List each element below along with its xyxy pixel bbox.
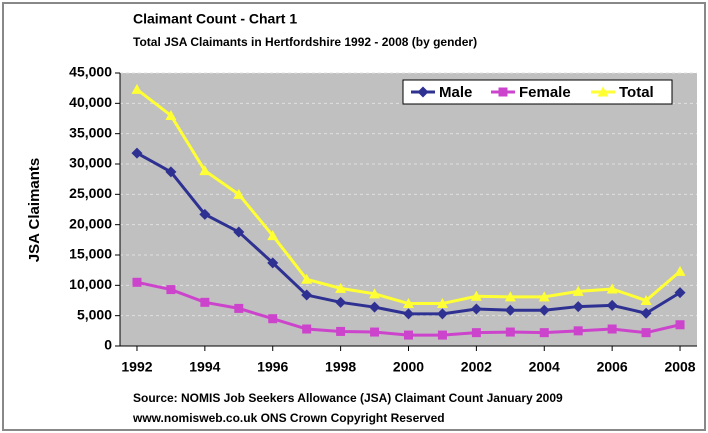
y-tick-label: 5,000	[77, 306, 112, 322]
marker	[674, 287, 686, 299]
marker	[470, 290, 482, 301]
marker	[572, 285, 584, 296]
marker	[539, 328, 549, 338]
y-tick-label: 45,000	[69, 64, 112, 80]
marker	[301, 289, 313, 301]
x-tick-label: 1998	[325, 359, 356, 375]
x-tick-label: 1992	[121, 359, 152, 375]
marker	[573, 326, 583, 336]
marker	[641, 328, 651, 338]
x-tick-label: 2006	[597, 359, 628, 375]
x-tick-label: 2000	[393, 359, 424, 375]
marker	[606, 299, 618, 311]
legend	[402, 79, 673, 105]
x-tick-label: 2002	[461, 359, 492, 375]
marker	[165, 166, 177, 178]
chart-subtitle: Total JSA Claimants in Hertfordshire 199…	[133, 35, 477, 49]
y-tick-label: 0	[104, 337, 112, 353]
marker	[234, 303, 244, 313]
marker	[607, 324, 617, 334]
marker	[403, 308, 414, 320]
y-tick-label: 40,000	[69, 94, 112, 110]
marker	[267, 257, 279, 269]
x-tick-label: 2004	[529, 359, 560, 375]
legend-label: Total	[619, 84, 654, 101]
marker	[504, 291, 516, 302]
x-tick-label: 1996	[257, 359, 288, 375]
marker	[597, 86, 609, 97]
y-tick-label: 30,000	[69, 155, 112, 171]
marker	[404, 330, 413, 340]
source: Source: NOMIS Job Seekers Allowance (JSA…	[133, 391, 563, 405]
marker	[166, 285, 176, 295]
chart-title: Claimant Count - Chart 1	[133, 11, 297, 27]
marker	[165, 109, 177, 120]
marker	[538, 291, 550, 302]
marker	[606, 283, 618, 294]
marker	[498, 87, 508, 97]
marker	[640, 307, 652, 319]
y-tick-label: 15,000	[69, 246, 112, 262]
marker	[301, 273, 313, 284]
marker	[505, 327, 515, 337]
y-axis-label: JSA Claimants	[26, 158, 43, 262]
marker	[199, 208, 211, 220]
marker	[417, 86, 429, 98]
marker	[131, 147, 143, 159]
marker	[369, 288, 381, 299]
marker	[267, 230, 279, 241]
marker	[538, 304, 550, 316]
marker	[675, 320, 685, 330]
y-tick-label: 10,000	[69, 276, 112, 292]
marker	[369, 301, 381, 313]
marker	[233, 226, 245, 238]
legend-label: Male	[439, 84, 472, 101]
marker	[674, 265, 686, 276]
x-tick-label: 1994	[189, 359, 220, 375]
marker	[471, 328, 481, 338]
y-tick-label: 25,000	[69, 185, 112, 201]
marker	[572, 301, 584, 313]
marker	[335, 282, 347, 293]
marker	[200, 297, 210, 307]
marker	[640, 295, 652, 305]
marker	[436, 298, 448, 309]
marker	[199, 165, 211, 176]
x-tick-label: 2008	[664, 359, 695, 375]
y-tick-label: 35,000	[69, 124, 112, 140]
marker	[302, 324, 312, 334]
marker	[335, 296, 347, 308]
marker	[403, 298, 414, 309]
marker	[470, 303, 482, 315]
marker	[504, 304, 516, 316]
source: www.nomisweb.co.uk ONS Crown Copyright R…	[132, 411, 445, 425]
marker	[370, 327, 380, 337]
marker	[132, 277, 142, 287]
marker	[268, 314, 278, 324]
marker	[336, 326, 346, 336]
legend-label: Female	[519, 84, 571, 101]
marker	[233, 188, 245, 199]
marker	[436, 308, 448, 320]
marker	[437, 330, 447, 340]
marker	[131, 83, 143, 94]
y-tick-label: 20,000	[69, 215, 112, 231]
